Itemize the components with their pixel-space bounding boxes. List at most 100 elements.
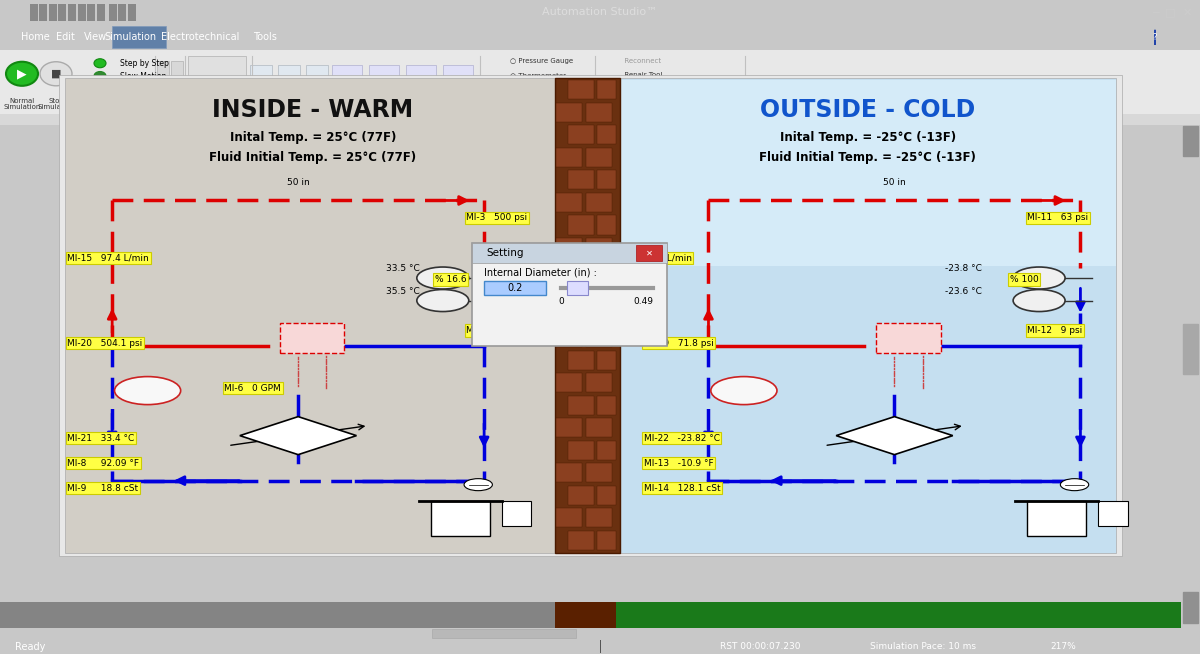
Bar [65, 78, 554, 553]
Bar [568, 305, 594, 324]
Text: ■: ■ [50, 69, 61, 78]
Text: ✕: ✕ [1182, 7, 1192, 18]
Text: Simulation Pace: 10 ms: Simulation Pace: 10 ms [870, 642, 976, 651]
Bar [568, 530, 594, 550]
Circle shape [416, 267, 469, 289]
Text: -23.6 °C: -23.6 °C [944, 287, 982, 296]
Text: INSIDE - WARM: INSIDE - WARM [212, 99, 414, 122]
Bar [1183, 324, 1198, 374]
Bar [586, 463, 612, 482]
Text: 0.2: 0.2 [508, 283, 522, 292]
Text: Electrotechnical: Electrotechnical [161, 32, 239, 43]
Text: 0.49: 0.49 [632, 297, 653, 306]
Circle shape [1061, 479, 1088, 490]
Bar [586, 508, 612, 527]
Bar [556, 148, 582, 167]
Text: Home: Home [20, 32, 49, 43]
Bar [556, 283, 582, 302]
Text: MI-8     92.09 °F: MI-8 92.09 °F [67, 458, 139, 468]
Text: MI-6   0 GPM: MI-6 0 GPM [224, 384, 281, 392]
Bar [556, 508, 582, 527]
Bar [556, 328, 582, 347]
Bar [620, 80, 1116, 266]
Bar [97, 4, 104, 21]
Text: Conditions: Conditions [198, 115, 239, 124]
Bar [556, 193, 582, 212]
Bar [586, 148, 612, 167]
Bar [556, 418, 582, 437]
Text: MI-9     18.8 cSt: MI-9 18.8 cSt [67, 484, 138, 492]
Text: Stop: Stop [48, 98, 64, 104]
Bar [278, 65, 300, 102]
Bar [88, 4, 95, 21]
Circle shape [464, 479, 492, 490]
Bar [332, 65, 362, 110]
Bar [556, 463, 582, 482]
Text: 33.5 °C: 33.5 °C [386, 264, 420, 273]
Text: Troubleshooting: Troubleshooting [637, 115, 698, 124]
Circle shape [40, 61, 72, 86]
Bar [0, 602, 554, 628]
Circle shape [114, 377, 181, 405]
Text: OUTSIDE - COLD: OUTSIDE - COLD [761, 99, 976, 122]
Text: ○ Disconnect: ○ Disconnect [510, 85, 557, 91]
Bar [432, 629, 576, 638]
Bar [554, 78, 620, 553]
Bar [157, 61, 169, 87]
Text: ✕: ✕ [646, 249, 653, 258]
Text: Ready: Ready [14, 642, 46, 652]
Circle shape [1013, 290, 1066, 311]
Bar [876, 323, 941, 353]
Circle shape [416, 290, 469, 311]
Text: MI-12   9 psi: MI-12 9 psi [1027, 326, 1082, 335]
Text: MI-4   5 psi: MI-4 5 psi [467, 326, 516, 335]
Bar [68, 4, 76, 21]
Text: Normal: Normal [10, 98, 35, 104]
Bar [188, 56, 246, 111]
Text: RST 00:00:07.230: RST 00:00:07.230 [720, 642, 800, 651]
Text: Step by Step: Step by Step [120, 59, 169, 68]
Text: Multimeter: Multimeter [370, 85, 398, 90]
Bar [250, 65, 272, 102]
Text: 50 in: 50 in [287, 179, 310, 188]
Bar [370, 65, 398, 110]
Bar [620, 78, 1116, 553]
Text: Measuring: Measuring [347, 115, 388, 124]
Bar [568, 441, 594, 460]
Circle shape [94, 59, 106, 68]
Text: -23.8 °C: -23.8 °C [944, 264, 982, 273]
Text: ○ Thermometer: ○ Thermometer [510, 71, 566, 78]
Bar [598, 441, 617, 460]
Text: View: View [84, 32, 107, 43]
Bar [443, 65, 473, 110]
Bar [280, 323, 344, 353]
Polygon shape [836, 417, 953, 455]
Bar [1027, 501, 1086, 536]
Text: Simulation: Simulation [104, 32, 156, 43]
Text: MI-19   71.8 psi: MI-19 71.8 psi [643, 339, 713, 347]
Text: Tools: Tools [253, 32, 277, 43]
Bar [586, 373, 612, 392]
Bar [586, 418, 612, 437]
Text: 217%: 217% [1050, 642, 1075, 651]
Bar [1183, 593, 1198, 623]
Polygon shape [240, 417, 356, 455]
Bar [598, 260, 617, 279]
Text: MI-3   500 psi: MI-3 500 psi [467, 213, 528, 222]
Bar [473, 243, 667, 263]
Text: 35.5 °C: 35.5 °C [386, 287, 420, 296]
Text: yΔt
Plotter: yΔt Plotter [280, 78, 298, 89]
Text: 0: 0 [558, 297, 564, 306]
Bar [554, 602, 617, 628]
Bar [40, 4, 47, 21]
Text: MI-20   504.1 psi: MI-20 504.1 psi [67, 339, 143, 347]
Text: Automation Studio™: Automation Studio™ [542, 7, 658, 18]
Bar [1183, 126, 1198, 156]
Bar [306, 65, 328, 102]
Bar [78, 4, 85, 21]
Bar [566, 281, 588, 295]
Bar [109, 4, 116, 21]
Bar [636, 245, 662, 261]
Text: Fluid Initial Temp. = -25°C (-13F): Fluid Initial Temp. = -25°C (-13F) [760, 152, 977, 164]
Circle shape [6, 61, 38, 86]
